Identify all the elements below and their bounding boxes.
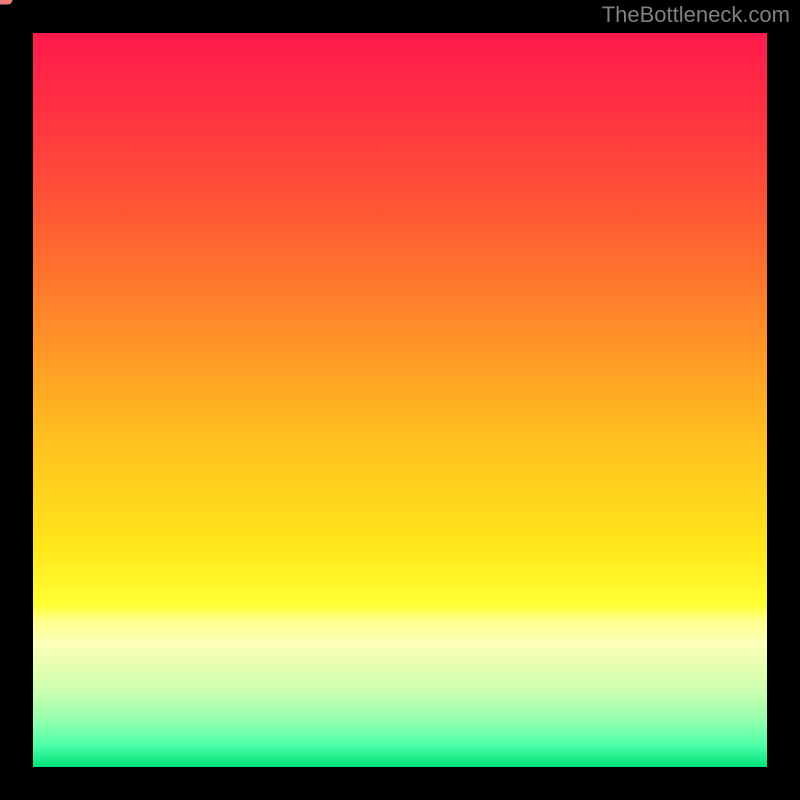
data-markers [0,0,13,5]
gradient-panel [33,33,767,767]
data-marker [0,0,13,5]
watermark-text: TheBottleneck.com [602,2,790,28]
chart-stage: TheBottleneck.com [0,0,800,800]
bottleneck-chart [0,0,800,800]
